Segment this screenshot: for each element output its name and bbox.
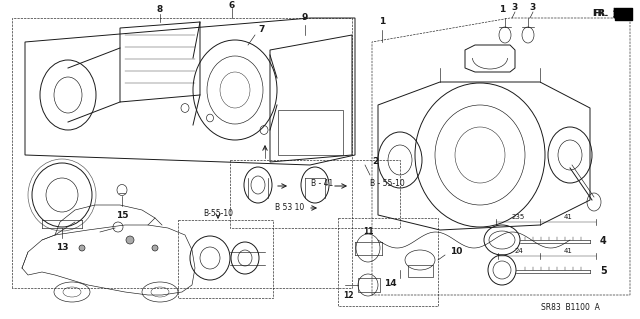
Text: 11: 11 xyxy=(363,227,373,236)
Text: 1: 1 xyxy=(379,18,385,26)
Bar xyxy=(358,278,380,292)
Text: 41: 41 xyxy=(564,214,572,220)
Polygon shape xyxy=(614,8,632,18)
Text: 1: 1 xyxy=(499,5,505,14)
Text: B - 55-10: B - 55-10 xyxy=(370,179,404,188)
Bar xyxy=(230,160,400,228)
Text: 7: 7 xyxy=(259,26,265,34)
Text: 4: 4 xyxy=(600,236,607,246)
Text: 10: 10 xyxy=(450,248,462,256)
Text: 13: 13 xyxy=(56,242,68,251)
Bar xyxy=(408,265,433,277)
Text: 6: 6 xyxy=(229,1,235,10)
Ellipse shape xyxy=(126,236,134,244)
Text: FR.: FR. xyxy=(592,10,608,19)
Ellipse shape xyxy=(79,245,85,251)
Text: B 53 10: B 53 10 xyxy=(275,204,304,212)
Text: 3: 3 xyxy=(512,4,518,12)
Text: 24: 24 xyxy=(515,248,524,254)
Text: SR83  B1100  A: SR83 B1100 A xyxy=(541,303,600,313)
Text: 235: 235 xyxy=(511,214,525,220)
Text: 14: 14 xyxy=(384,278,396,287)
Text: 9: 9 xyxy=(302,13,308,23)
Text: B-55-10: B-55-10 xyxy=(203,209,233,218)
Bar xyxy=(178,220,273,298)
Bar xyxy=(278,110,343,155)
Text: 3: 3 xyxy=(530,4,536,12)
Ellipse shape xyxy=(152,245,158,251)
Bar xyxy=(338,218,438,306)
Text: FR.: FR. xyxy=(593,9,609,18)
Text: 5: 5 xyxy=(600,266,607,276)
Text: B - 41: B - 41 xyxy=(311,179,333,188)
Text: 12: 12 xyxy=(343,291,353,300)
Text: 15: 15 xyxy=(116,211,128,219)
Text: 41: 41 xyxy=(564,248,572,254)
Text: 2: 2 xyxy=(372,158,378,167)
Text: 8: 8 xyxy=(157,5,163,14)
